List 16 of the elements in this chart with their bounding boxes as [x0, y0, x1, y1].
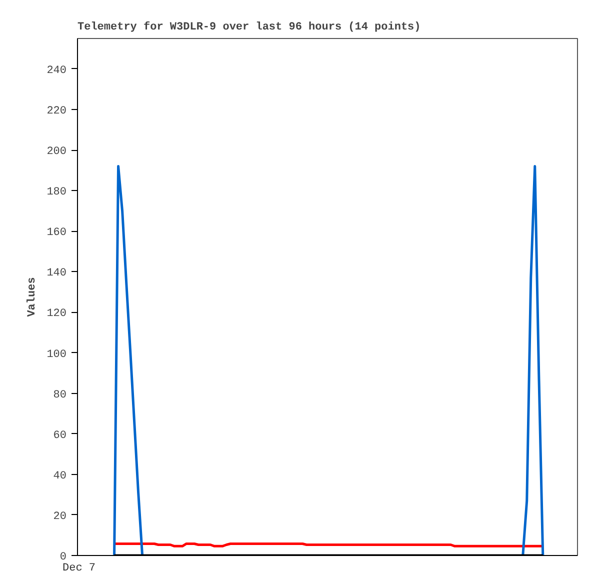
y-tick-label: 200	[46, 146, 67, 158]
y-tick-label: 240	[46, 64, 67, 77]
y-tick-label: 40	[53, 470, 66, 482]
y-tick-label: 140	[46, 268, 67, 280]
y-tick-label: 0	[60, 552, 67, 564]
chart-title: Telemetry for W3DLR-9 over last 96 hours (14 points)	[78, 20, 421, 34]
y-axis-title: Values	[26, 277, 39, 317]
y-tick-label: 20	[53, 510, 66, 523]
y-tick-label: 180	[46, 186, 67, 199]
y-tick-label: 220	[46, 105, 67, 118]
y-tick-label: 80	[53, 389, 66, 402]
y-tick-label: 60	[53, 430, 66, 442]
y-tick-label: 100	[46, 348, 67, 361]
text: Dec 7	[62, 562, 96, 574]
y-tick-label: 120	[46, 308, 67, 320]
y-tick-label: 160	[46, 227, 67, 240]
